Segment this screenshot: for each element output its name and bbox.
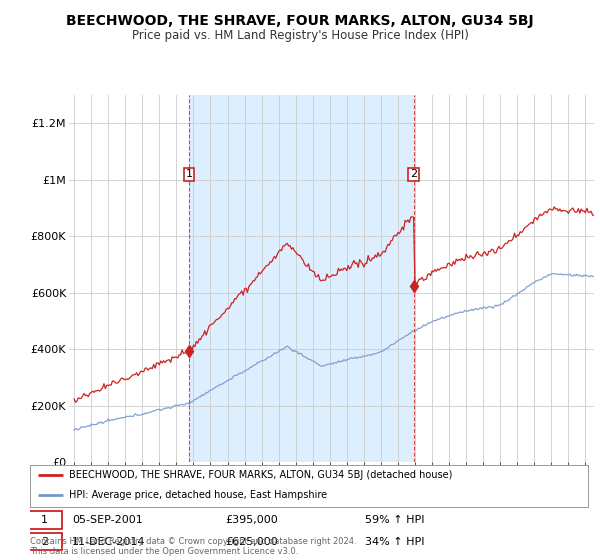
Text: 59% ↑ HPI: 59% ↑ HPI (365, 515, 424, 525)
Text: 1: 1 (185, 169, 193, 179)
Text: 34% ↑ HPI: 34% ↑ HPI (365, 536, 424, 547)
Text: Contains HM Land Registry data © Crown copyright and database right 2024.
This d: Contains HM Land Registry data © Crown c… (30, 536, 356, 556)
Text: 05-SEP-2001: 05-SEP-2001 (72, 515, 143, 525)
Text: 2: 2 (410, 169, 417, 179)
Bar (189, 95, 413, 462)
FancyBboxPatch shape (27, 511, 62, 529)
Text: Price paid vs. HM Land Registry's House Price Index (HPI): Price paid vs. HM Land Registry's House … (131, 29, 469, 42)
Text: BEECHWOOD, THE SHRAVE, FOUR MARKS, ALTON, GU34 5BJ: BEECHWOOD, THE SHRAVE, FOUR MARKS, ALTON… (66, 14, 534, 28)
Text: 2: 2 (41, 536, 48, 547)
Text: 11-DEC-2014: 11-DEC-2014 (72, 536, 145, 547)
Text: £395,000: £395,000 (226, 515, 278, 525)
Text: 1: 1 (41, 515, 48, 525)
FancyBboxPatch shape (27, 533, 62, 550)
Text: £625,000: £625,000 (226, 536, 278, 547)
Text: BEECHWOOD, THE SHRAVE, FOUR MARKS, ALTON, GU34 5BJ (detached house): BEECHWOOD, THE SHRAVE, FOUR MARKS, ALTON… (69, 470, 452, 480)
Text: HPI: Average price, detached house, East Hampshire: HPI: Average price, detached house, East… (69, 490, 327, 500)
